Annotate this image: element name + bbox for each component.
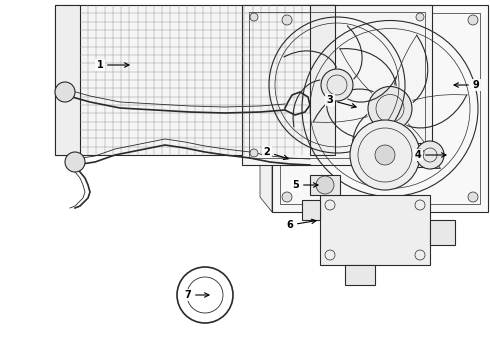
Text: 9: 9 <box>454 80 479 90</box>
Circle shape <box>468 192 478 202</box>
Polygon shape <box>370 143 435 167</box>
Circle shape <box>416 13 424 21</box>
Circle shape <box>468 15 478 25</box>
Text: 3: 3 <box>327 95 356 108</box>
Circle shape <box>250 149 258 157</box>
Polygon shape <box>310 5 335 155</box>
Polygon shape <box>430 220 455 245</box>
Circle shape <box>250 13 258 21</box>
Polygon shape <box>260 152 272 212</box>
Circle shape <box>282 192 292 202</box>
Circle shape <box>55 82 75 102</box>
Circle shape <box>416 141 444 169</box>
Circle shape <box>350 120 420 190</box>
Polygon shape <box>310 175 340 195</box>
Circle shape <box>368 86 412 130</box>
Polygon shape <box>242 5 432 165</box>
Circle shape <box>282 15 292 25</box>
Text: 1: 1 <box>97 60 129 70</box>
Circle shape <box>65 152 85 172</box>
Polygon shape <box>55 5 335 155</box>
Polygon shape <box>345 265 375 285</box>
Circle shape <box>375 145 395 165</box>
Circle shape <box>316 176 334 194</box>
Circle shape <box>416 149 424 157</box>
Polygon shape <box>55 5 80 155</box>
Text: 5: 5 <box>293 180 318 190</box>
Polygon shape <box>302 200 320 220</box>
Text: 2: 2 <box>264 147 288 159</box>
Text: 4: 4 <box>415 150 446 160</box>
Circle shape <box>321 69 353 101</box>
Text: 7: 7 <box>185 290 209 300</box>
Polygon shape <box>320 195 430 265</box>
Text: 6: 6 <box>287 219 316 230</box>
Polygon shape <box>272 5 488 212</box>
